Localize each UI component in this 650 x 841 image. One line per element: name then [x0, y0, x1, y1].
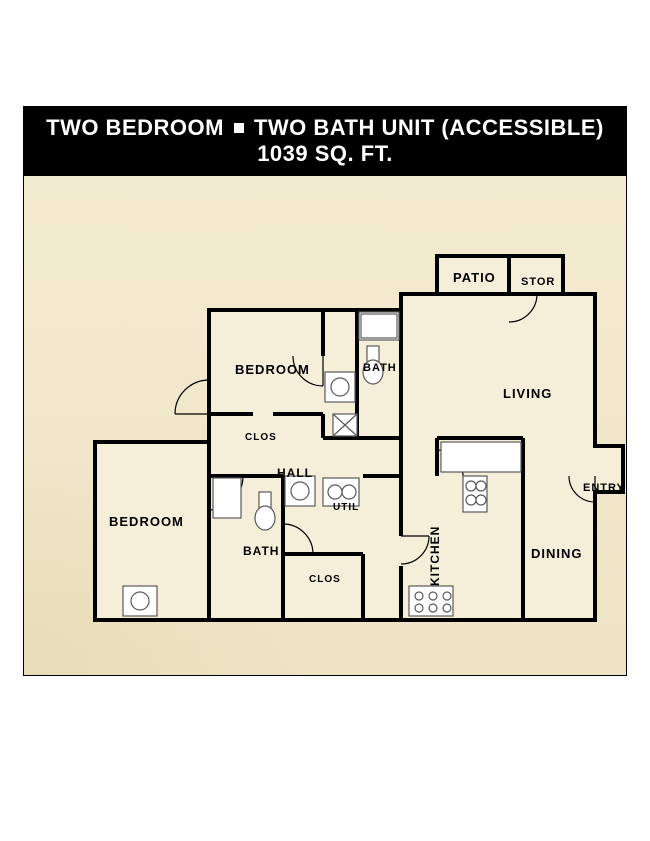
floorplan-svg [23, 176, 627, 676]
room-label: UTIL [333, 502, 359, 513]
room-label: BEDROOM [235, 362, 310, 377]
floorplan-area: PATIO STOR BEDROOM BATH LIVING CLOS HALL BEDROO… [23, 176, 627, 676]
room-label: LIVING [503, 386, 552, 401]
room-label: BEDROOM [109, 514, 184, 529]
header-bar: TWO BEDROOM TWO BATH UNIT (ACCESSIBLE) 1… [23, 106, 627, 176]
header-title-right: TWO BATH UNIT (ACCESSIBLE) [254, 115, 604, 141]
room-label: BATH [243, 544, 279, 558]
room-label: CLOS [245, 432, 277, 443]
room-label: KITCHEN [428, 526, 442, 586]
header-line-2: 1039 SQ. FT. [257, 141, 393, 167]
room-label: DINING [531, 546, 583, 561]
room-label: STOR [521, 276, 555, 288]
header-line-1: TWO BEDROOM TWO BATH UNIT (ACCESSIBLE) [46, 115, 604, 141]
room-label: PATIO [453, 270, 496, 285]
room-label: BATH [363, 362, 397, 374]
square-separator-icon [234, 123, 244, 133]
page: TWO BEDROOM TWO BATH UNIT (ACCESSIBLE) 1… [0, 0, 650, 841]
room-label: HALL [277, 466, 313, 480]
header-title-left: TWO BEDROOM [46, 115, 224, 141]
room-label: CLOS [309, 574, 341, 585]
room-label: ENTRY [583, 482, 625, 494]
